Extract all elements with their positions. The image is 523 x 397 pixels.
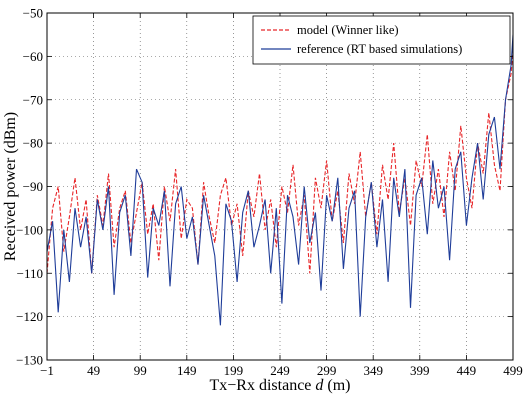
y-tick-label: −100 <box>16 222 43 237</box>
x-tick-label: 399 <box>410 363 430 378</box>
y-tick-label: −60 <box>23 49 43 64</box>
grid <box>47 13 513 360</box>
legend-box <box>252 15 511 65</box>
x-tick-label: 49 <box>87 363 100 378</box>
x-tick-label: 349 <box>363 363 383 378</box>
y-tick-label: −130 <box>16 353 43 368</box>
x-tick-label: 499 <box>503 363 523 378</box>
x-tick-labels: −1 49 99 149 199 249 299 349 399 449 499 <box>40 363 523 378</box>
x-tick-label: 449 <box>457 363 477 378</box>
x-tick-label: 249 <box>270 363 290 378</box>
y-tick-labels: −130 −120 −110 −100 −90 −80 −70 −60 −50 <box>16 6 43 368</box>
legend: model (Winner like) reference (RT based … <box>252 15 511 65</box>
x-tick-label: 199 <box>224 363 244 378</box>
y-tick-label: −80 <box>23 136 43 151</box>
y-tick-label: −50 <box>23 6 43 21</box>
legend-label-reference: reference (RT based simulations) <box>297 42 462 56</box>
series-line-reference <box>47 34 513 326</box>
y-tick-label: −120 <box>16 309 43 324</box>
legend-label-model: model (Winner like) <box>297 23 399 37</box>
x-tick-label: 299 <box>317 363 337 378</box>
x-tick-label: −1 <box>40 363 54 378</box>
x-axis-label-prefix: Tx−Rx distance <box>210 377 316 394</box>
y-axis-label: Received power (dBm) <box>2 112 19 261</box>
y-tick-label: −70 <box>23 92 43 107</box>
x-axis-label: Tx−Rx distance d (m) <box>210 377 351 394</box>
series-line-model <box>47 47 513 274</box>
x-axis-label-suffix: (m) <box>323 377 350 394</box>
x-tick-label: 99 <box>134 363 147 378</box>
plot-area <box>47 34 513 326</box>
y-tick-label: −90 <box>23 179 43 194</box>
axis-ticks <box>46 12 514 361</box>
x-tick-label: 149 <box>177 363 197 378</box>
x-axis-label-variable: d <box>315 377 324 394</box>
y-tick-label: −110 <box>17 266 43 281</box>
